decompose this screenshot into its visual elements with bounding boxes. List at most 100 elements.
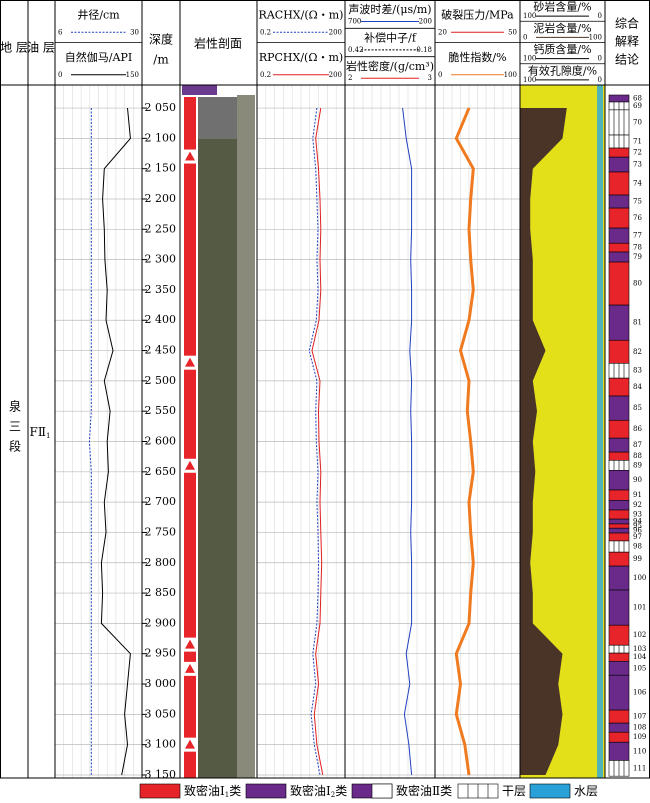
curve-name: 钙质含量/% xyxy=(533,42,591,56)
lithology-marker xyxy=(185,739,195,749)
layer-id: 89 xyxy=(633,461,642,469)
layer xyxy=(608,419,630,439)
layer-id: 93 xyxy=(633,511,642,519)
legend-text: 水层 xyxy=(574,784,598,798)
scale-max: 100 xyxy=(504,71,517,79)
scale-min: 6 xyxy=(58,28,63,36)
depth-tick-label: 2 550 xyxy=(145,404,177,417)
layer-id: 104 xyxy=(633,653,647,661)
layer xyxy=(608,500,630,511)
lithology-marker xyxy=(185,639,195,649)
layer-id: 107 xyxy=(633,713,646,721)
layer xyxy=(608,377,630,397)
depth-tick-label: 2 750 xyxy=(145,525,177,538)
layer xyxy=(608,741,630,761)
scale-max: 200 xyxy=(329,71,342,79)
curve-name: 岩性密度/(g/cm³) xyxy=(346,59,434,73)
depth-tick-label: 3 100 xyxy=(145,738,177,751)
curve-name: 泥岩含量/% xyxy=(533,21,591,35)
curve-name: 声波时差/(μs/m) xyxy=(348,2,431,16)
depth-tick-label: 2 850 xyxy=(145,586,177,599)
legend-label: 水层 xyxy=(574,784,598,798)
scale-max: -0.18 xyxy=(414,46,432,54)
legend-sub: 1 xyxy=(225,791,229,799)
layer xyxy=(608,489,630,501)
scale-min: 0.2 xyxy=(260,28,271,36)
depth-tick-label: 2 050 xyxy=(145,101,177,114)
curve-area xyxy=(520,108,567,775)
layer xyxy=(608,523,630,529)
layer-id: 82 xyxy=(633,348,642,356)
conclusion-header: 结论 xyxy=(615,53,639,67)
layer-id: 77 xyxy=(633,232,642,240)
layer-id: 79 xyxy=(633,253,642,261)
curve-name: 砂岩含量/% xyxy=(533,0,591,14)
legend-text: 干层 xyxy=(502,784,526,798)
curve-name: 有效孔隙度/% xyxy=(528,63,597,77)
layer-id: 90 xyxy=(633,476,642,484)
scale-min: 100 xyxy=(523,12,536,20)
layer-id: 78 xyxy=(633,244,642,252)
layer xyxy=(608,551,630,567)
depth-tick-label: 2 150 xyxy=(145,162,177,175)
layer-id: 109 xyxy=(633,733,646,741)
reservoir-header: 油 层 xyxy=(27,41,55,55)
layer-id: 86 xyxy=(633,425,642,433)
depth-tick-label: 2 200 xyxy=(145,192,177,205)
layer-id: 98 xyxy=(633,543,642,551)
legend-label: 致密油Ⅱ类 xyxy=(396,783,452,798)
scale-max: 50 xyxy=(508,28,517,36)
layer xyxy=(608,242,630,253)
depth-tick-label: 3 150 xyxy=(145,768,177,781)
curve xyxy=(454,107,475,776)
layer-id: 84 xyxy=(633,383,642,391)
legend-swatch-half xyxy=(371,783,393,799)
lithology-side xyxy=(237,95,255,778)
layer xyxy=(608,94,630,103)
lithology-top xyxy=(182,85,217,95)
lithology-marker xyxy=(185,357,195,367)
lithology-shale-top xyxy=(198,97,237,139)
layer xyxy=(608,451,630,461)
layer-id: 91 xyxy=(633,491,642,499)
layer xyxy=(608,652,630,662)
scale-min: 0 xyxy=(438,71,442,79)
layer xyxy=(608,709,630,724)
legend-text: 致密油Ⅰ xyxy=(290,783,331,798)
layer xyxy=(608,470,630,491)
curve-name: 井径/cm xyxy=(77,7,120,21)
layer xyxy=(608,518,630,525)
layer-id: 87 xyxy=(633,441,642,449)
layer-id: 76 xyxy=(633,214,642,222)
depth-tick-label: 2 650 xyxy=(145,465,177,478)
layer-id: 102 xyxy=(633,631,646,639)
layer xyxy=(608,395,630,421)
layer-id: 83 xyxy=(633,367,642,375)
lithology-shale xyxy=(198,138,237,779)
layer xyxy=(608,565,630,591)
layer xyxy=(608,660,630,676)
depth-tick-label: 2 950 xyxy=(145,647,177,660)
layer xyxy=(608,509,630,520)
layer-id: 88 xyxy=(633,452,642,460)
depth-tick-label: 2 350 xyxy=(145,283,177,296)
curve-name: 补偿中子/f xyxy=(364,31,417,45)
lithology-marker xyxy=(185,460,195,470)
reservoir-name: FⅡ1 xyxy=(30,425,51,441)
curve xyxy=(88,108,92,775)
layer xyxy=(608,437,630,453)
depth-tick-label: 2 900 xyxy=(145,616,177,629)
depth-header: 深度 xyxy=(149,32,173,47)
layer-id: 110 xyxy=(633,747,646,755)
legend-swatch xyxy=(245,783,287,799)
depth-tick-label: 2 600 xyxy=(145,435,177,448)
depth-tick-label: 3 000 xyxy=(145,677,177,690)
layer-id: 105 xyxy=(633,664,646,672)
scale-min: 0.42 xyxy=(348,46,364,54)
layer xyxy=(608,194,630,209)
formation-header: 地 层 xyxy=(0,41,28,55)
legend-label: 干层 xyxy=(502,784,526,798)
lithology-marker xyxy=(185,151,195,161)
layer-id: 80 xyxy=(633,280,642,288)
